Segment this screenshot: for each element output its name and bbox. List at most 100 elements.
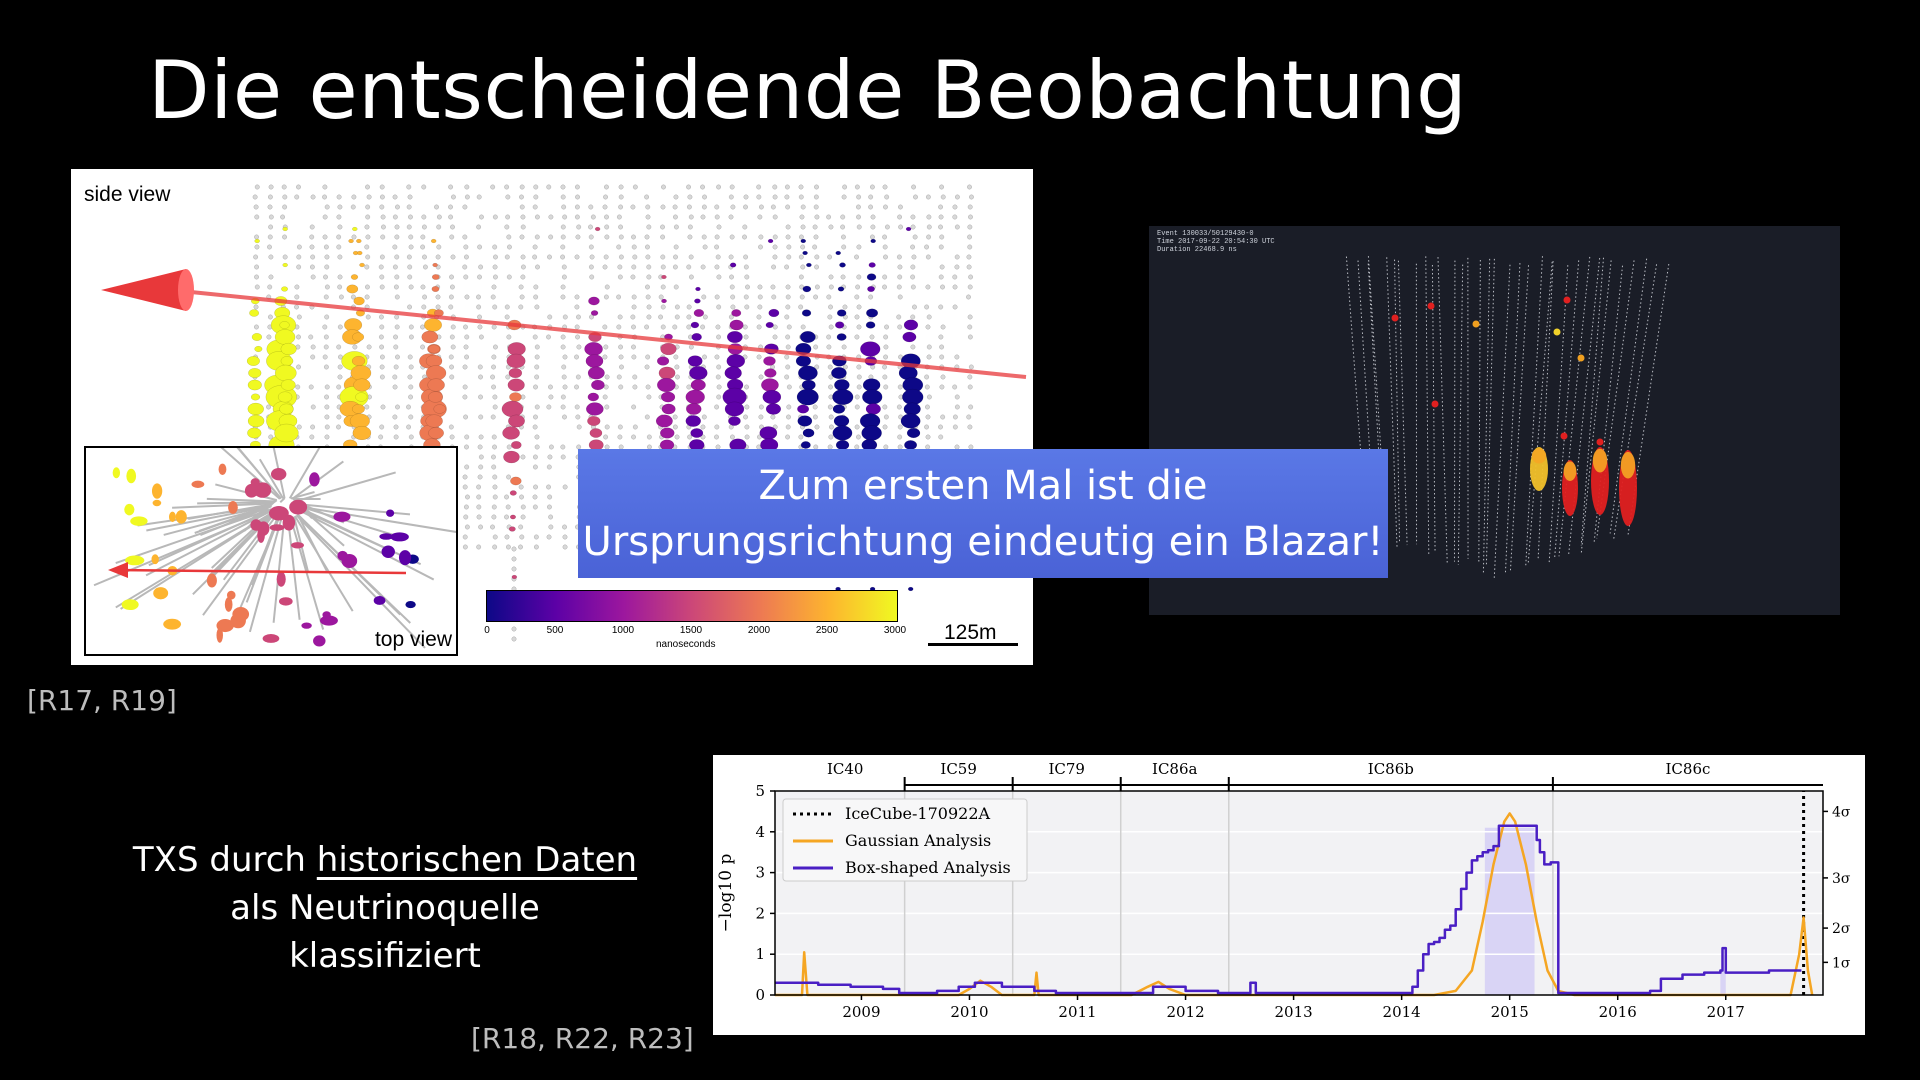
dom-sphere xyxy=(938,244,944,250)
dom-sphere xyxy=(714,204,720,210)
dom-sphere xyxy=(448,304,454,310)
dom-sphere xyxy=(477,244,483,250)
dom-sphere xyxy=(534,444,540,450)
season-label: IC79 xyxy=(1048,760,1085,778)
string-line xyxy=(1367,256,1388,548)
dom-sphere xyxy=(603,294,609,300)
dom-sphere xyxy=(728,194,734,200)
dom-sphere xyxy=(743,294,749,300)
dom-sphere xyxy=(716,384,722,390)
string-line xyxy=(295,514,426,649)
dom-sphere xyxy=(477,274,482,280)
dom-sphere xyxy=(492,444,497,450)
dom-sphere xyxy=(883,384,889,390)
dom-hit xyxy=(510,440,522,450)
dom-sphere xyxy=(324,404,330,410)
dom-sphere xyxy=(771,294,777,300)
dom-sphere xyxy=(826,334,832,340)
dom-hit xyxy=(124,503,135,516)
dom-sphere xyxy=(478,434,484,440)
dom-sphere xyxy=(756,324,762,330)
y-tick-label: 3 xyxy=(755,864,765,882)
dom-hit xyxy=(655,414,673,428)
dom-sphere xyxy=(910,264,916,270)
dom-sphere xyxy=(714,214,720,220)
dom-sphere xyxy=(631,234,636,240)
dom-sphere xyxy=(602,354,608,360)
dom-sphere xyxy=(604,404,610,410)
dom-sphere xyxy=(477,444,483,450)
dom-sphere xyxy=(630,204,636,210)
dom-sphere xyxy=(393,334,398,340)
dom-sphere xyxy=(770,414,776,420)
dom-sphere xyxy=(742,224,748,230)
string-line xyxy=(1493,264,1511,580)
string-line xyxy=(258,458,284,499)
dom-hit xyxy=(352,425,372,441)
string-line xyxy=(1425,256,1430,556)
dom-sphere xyxy=(729,234,735,240)
dom-sphere xyxy=(476,304,482,310)
dom-sphere xyxy=(393,424,399,430)
dom-sphere xyxy=(756,354,762,360)
dom-sphere xyxy=(420,284,426,290)
dom-sphere xyxy=(406,424,412,430)
dom-hit xyxy=(510,476,522,486)
y-tick-label: 2 xyxy=(755,904,765,922)
dom-sphere xyxy=(492,544,498,550)
dom-sphere xyxy=(882,184,888,190)
string-line xyxy=(245,516,281,603)
dom-sphere xyxy=(294,284,300,290)
season-label: IC86b xyxy=(1368,760,1414,778)
dom-hit xyxy=(431,286,440,292)
dom-sphere xyxy=(687,234,693,240)
dom-hit xyxy=(508,414,525,428)
dom-hit xyxy=(282,262,288,268)
dom-sphere xyxy=(602,264,608,270)
dom-hit xyxy=(501,400,524,418)
dom-sphere xyxy=(729,274,734,280)
dom-sphere xyxy=(813,344,819,350)
dom-sphere xyxy=(841,344,847,350)
dom-sphere xyxy=(925,414,931,420)
dom-hit xyxy=(694,298,701,304)
dom-sphere xyxy=(308,334,314,340)
dom-sphere xyxy=(310,424,316,430)
dom-sphere xyxy=(798,434,804,440)
dom-hit xyxy=(424,318,443,332)
dom-sphere xyxy=(574,184,580,190)
dom-hit xyxy=(425,414,443,428)
dom-sphere xyxy=(745,284,750,290)
dom-sphere xyxy=(282,204,288,210)
dom-sphere xyxy=(686,184,692,190)
dom-sphere xyxy=(926,234,932,240)
dom-sphere xyxy=(813,204,819,210)
dom-hit xyxy=(661,298,667,304)
dom-sphere xyxy=(336,414,342,420)
dom-sphere xyxy=(814,254,820,260)
dom-sphere xyxy=(337,224,343,230)
dom-sphere xyxy=(729,184,735,190)
dom-sphere xyxy=(701,234,707,240)
colorbar-unit: nanoseconds xyxy=(656,639,716,650)
dom-hit xyxy=(274,329,296,345)
dom-sphere xyxy=(492,214,498,220)
dom-sphere xyxy=(812,414,818,420)
txs-line1-pre: TXS durch xyxy=(132,840,317,880)
dom-hit xyxy=(508,367,523,379)
dom-hit xyxy=(247,414,265,428)
dom-sphere xyxy=(714,264,720,270)
dom-sphere xyxy=(939,234,945,240)
dom-sphere xyxy=(785,424,791,430)
dom-sphere xyxy=(854,394,860,400)
dom-sphere xyxy=(379,344,385,350)
dom-sphere xyxy=(604,184,609,190)
dom-sphere xyxy=(504,184,510,190)
dom-sphere xyxy=(924,374,930,380)
dom-sphere xyxy=(560,394,566,400)
dom-sphere xyxy=(534,304,540,310)
string-line xyxy=(296,471,396,502)
dom-sphere xyxy=(938,424,943,430)
dom-sphere xyxy=(534,234,540,240)
dom-sphere xyxy=(449,364,455,370)
